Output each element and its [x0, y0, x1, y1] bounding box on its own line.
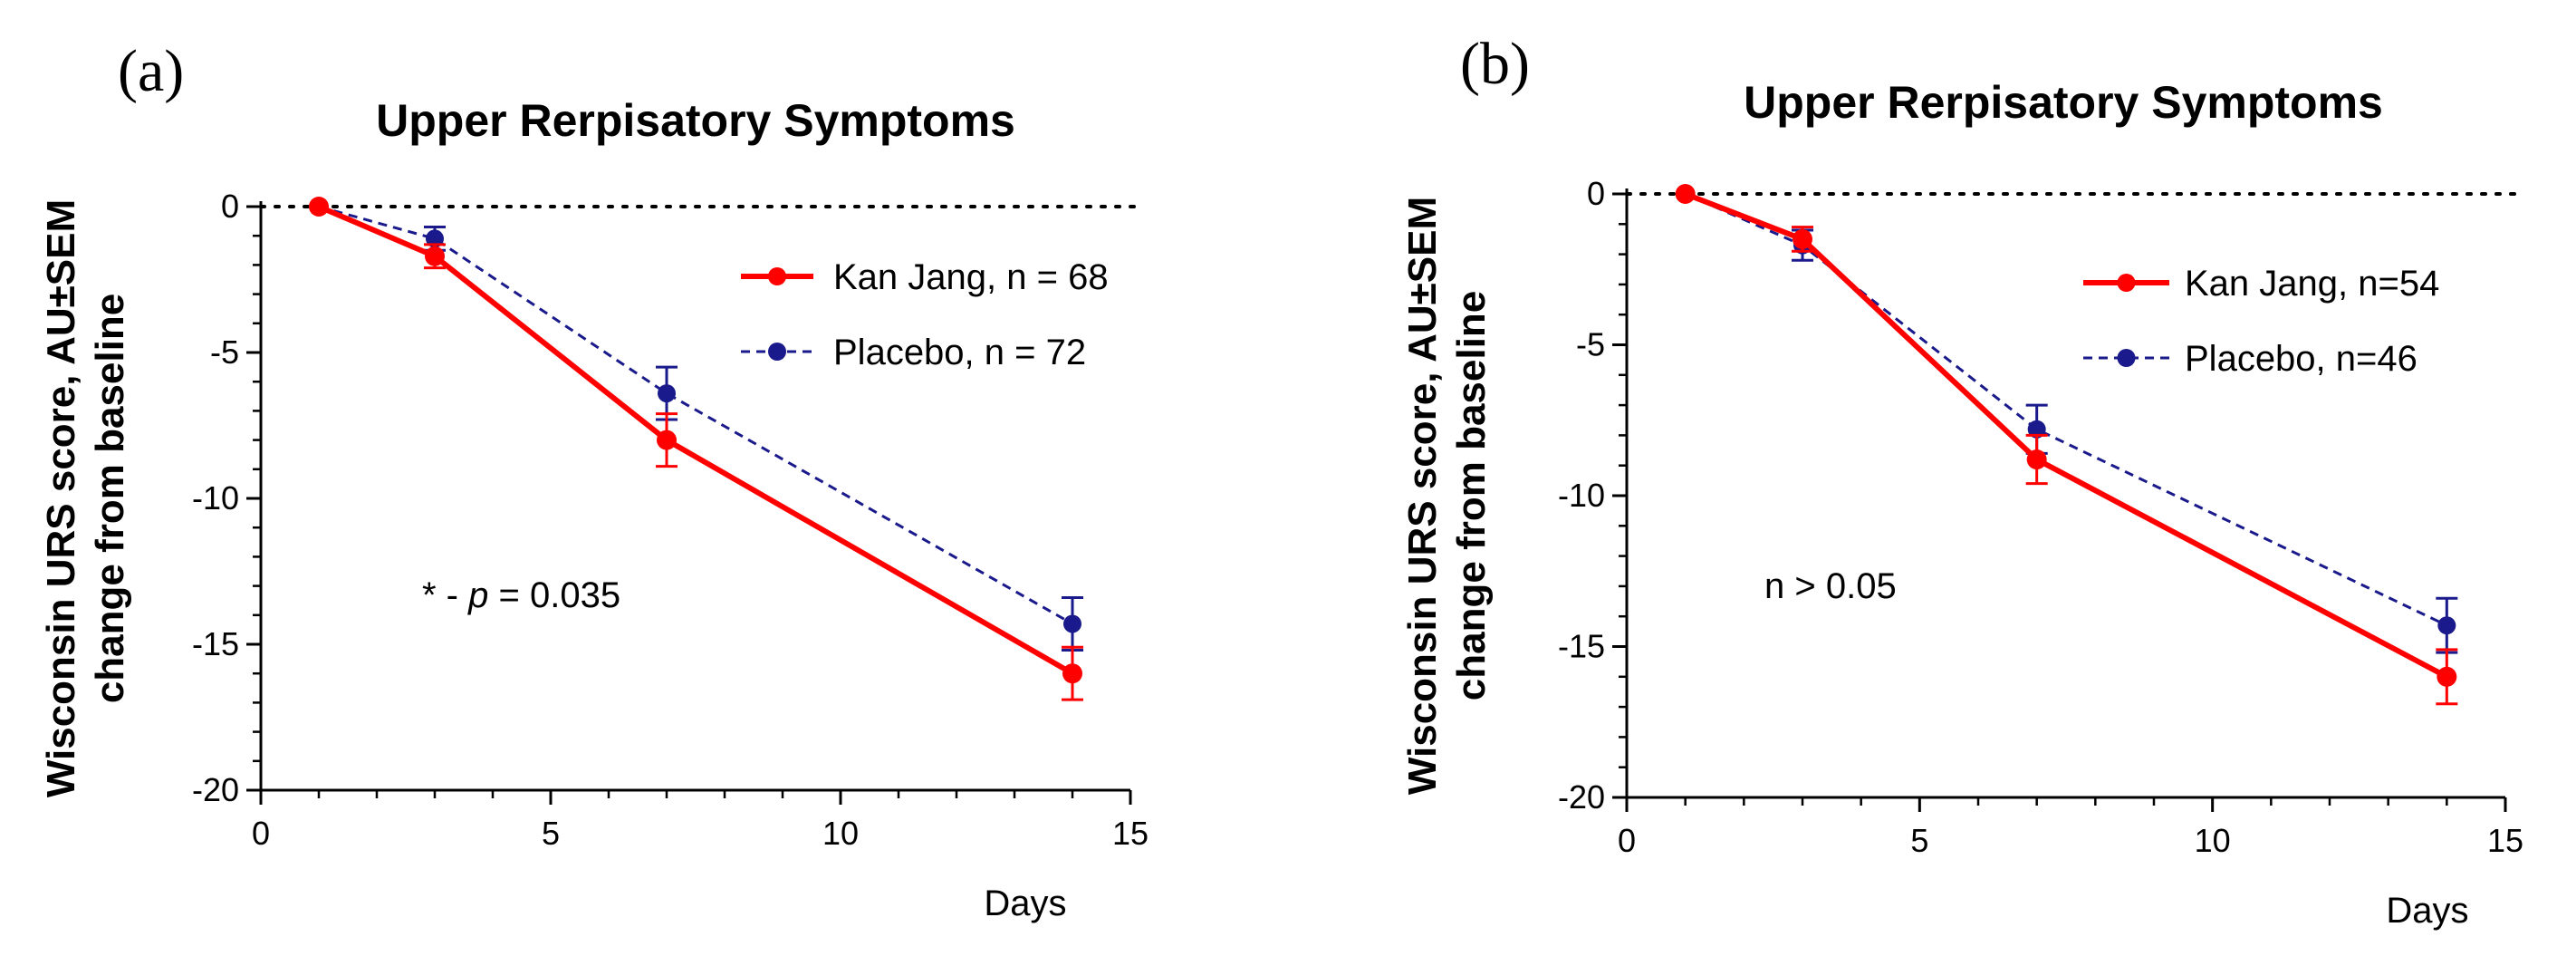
series-line	[1684, 191, 2448, 680]
data-point	[425, 246, 445, 266]
x-axis-label: Days	[2386, 891, 2468, 931]
legend-label: Kan Jang, n=54	[2185, 264, 2439, 304]
x-tick-label: 15	[2487, 822, 2523, 859]
data-point	[1063, 614, 1081, 633]
x-tick-label: 5	[542, 815, 560, 852]
data-point	[2027, 420, 2046, 439]
legend-marker	[768, 343, 786, 361]
x-tick-label: 15	[1112, 815, 1149, 852]
series-line	[318, 205, 1073, 625]
legend-label: Placebo, n = 72	[833, 333, 1086, 372]
data-point	[2437, 666, 2457, 687]
chart-title: Upper Rerpisatory Symptoms	[1744, 77, 2383, 128]
x-tick-label: 0	[252, 815, 270, 852]
data-point	[658, 384, 676, 403]
x-tick-label: 10	[822, 815, 859, 852]
legend-label: Kan Jang, n = 68	[833, 257, 1109, 297]
x-tick-label: 5	[1910, 822, 1928, 859]
y-tick-label: -15	[1558, 628, 1605, 665]
series-line	[1685, 192, 2447, 627]
y-axis-label-line2: change from baseline	[1449, 291, 1494, 700]
y-tick-label: -20	[1558, 778, 1605, 816]
data-point	[657, 430, 677, 450]
legend: Kan Jang, n = 68 Placebo, n = 72	[741, 257, 1109, 372]
significance-annotation: n > 0.05	[1764, 566, 1897, 606]
legend-marker	[2117, 349, 2136, 367]
legend-label: Placebo, n=46	[2185, 339, 2417, 379]
significance-annotation: * - p = 0.035	[422, 575, 620, 615]
data-point	[1675, 184, 1696, 204]
y-tick-label: 0	[1587, 175, 1605, 212]
y-tick-label: -5	[210, 333, 239, 371]
data-point	[2026, 449, 2047, 470]
panel-label: (b)	[1460, 31, 1530, 97]
series-line	[317, 204, 1074, 676]
x-axis-label: Days	[984, 884, 1066, 923]
series-kan-jang	[1675, 184, 2458, 706]
data-point	[2437, 616, 2456, 635]
data-point	[1793, 228, 1812, 249]
y-tick-label: -10	[1558, 477, 1605, 514]
y-tick-label: -15	[192, 625, 239, 662]
y-tick-label: -5	[1576, 326, 1605, 363]
y-axis-label: Wisconsin URS score, AU±SEM	[1400, 197, 1445, 795]
y-axis-label: Wisconsin URS score, AU±SEM	[39, 199, 83, 797]
y-tick-label: -20	[192, 771, 239, 808]
legend: Kan Jang, n=54 Placebo, n=46	[2083, 264, 2439, 379]
data-point	[309, 197, 329, 217]
series-kan-jang	[309, 197, 1083, 701]
y-tick-label: 0	[221, 188, 239, 225]
y-axis-label-line2: change from baseline	[88, 294, 132, 703]
data-point	[1062, 663, 1082, 684]
x-tick-label: 0	[1618, 822, 1636, 859]
legend-marker	[2117, 274, 2136, 292]
panel-label: (a)	[118, 38, 184, 104]
x-tick-label: 10	[2195, 822, 2231, 859]
legend-marker	[768, 267, 786, 285]
chart-title: Upper Rerpisatory Symptoms	[376, 95, 1015, 146]
chart-panel-a: (a) Upper Rerpisatory Symptoms Wisconsin U…	[39, 38, 1149, 923]
y-tick-label: -10	[192, 479, 239, 517]
chart-panel-b: (b) Upper Rerpisatory Symptoms Wisconsin U…	[1400, 31, 2523, 931]
